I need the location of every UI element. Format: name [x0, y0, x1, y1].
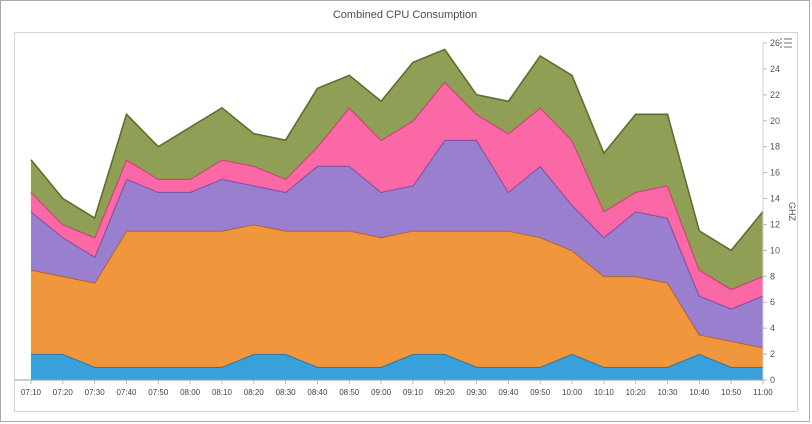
x-tick-label: 09:20: [435, 388, 456, 397]
y-tick-label: 26: [770, 38, 780, 48]
x-tick-label: 09:50: [530, 388, 551, 397]
y-tick-label: 18: [770, 142, 780, 152]
x-tick-label: 08:00: [180, 388, 201, 397]
x-tick-label: 09:00: [371, 388, 392, 397]
y-tick-label: 0: [770, 375, 775, 385]
y-tick-label: 6: [770, 297, 775, 307]
y-tick-label: 8: [770, 271, 775, 281]
x-tick-label: 08:40: [307, 388, 328, 397]
chart-panel: 0 2 4 6 8 10 12 14 16 18 20 22 24 26 07:10 07:20 07:30 07…: [14, 32, 798, 412]
x-tick-label: 07:20: [53, 388, 74, 397]
y-tick-label: 4: [770, 323, 775, 333]
x-tick-label: 10:20: [626, 388, 647, 397]
y-axis-title: GHZ: [787, 202, 797, 222]
x-tick-label: 10:40: [689, 388, 710, 397]
chart-title: Combined CPU Consumption: [332, 9, 478, 21]
y-tick-label: 2: [770, 349, 775, 359]
x-tick-label: 08:30: [276, 388, 297, 397]
chart-menu-icon[interactable]: [778, 36, 794, 50]
x-tick-label: 09:30: [467, 388, 488, 397]
series-olive: [30, 48, 764, 290]
x-tick-label: 07:30: [85, 388, 106, 397]
x-tick-label: 10:50: [721, 388, 742, 397]
x-tick-label: 07:50: [148, 388, 169, 397]
y-tick-label: 14: [770, 194, 780, 204]
y-tick-label: 20: [770, 116, 780, 126]
x-tick-label: 07:10: [21, 388, 42, 397]
x-tick-label: 09:40: [498, 388, 519, 397]
y-tick-label: 24: [770, 64, 780, 74]
x-tick-label: 10:00: [562, 388, 583, 397]
y-tick-label: 12: [770, 219, 780, 229]
x-tick-label: 09:10: [403, 388, 424, 397]
x-tick-label: 07:40: [116, 388, 137, 397]
x-tick-label: 11:00: [753, 388, 773, 397]
x-tick-label: 08:50: [339, 388, 360, 397]
y-tick-label: 22: [770, 90, 780, 100]
y-tick-label: 10: [770, 245, 780, 255]
x-tick-label: 10:30: [658, 388, 679, 397]
x-tick-label: 08:20: [244, 388, 265, 397]
series-olive-top-line: [30, 48, 764, 252]
y-tick-label: 16: [770, 168, 780, 178]
x-tick-label: 10:10: [594, 388, 615, 397]
menu-icon-glyph: [779, 37, 792, 49]
x-tick-label: 08:10: [212, 388, 233, 397]
